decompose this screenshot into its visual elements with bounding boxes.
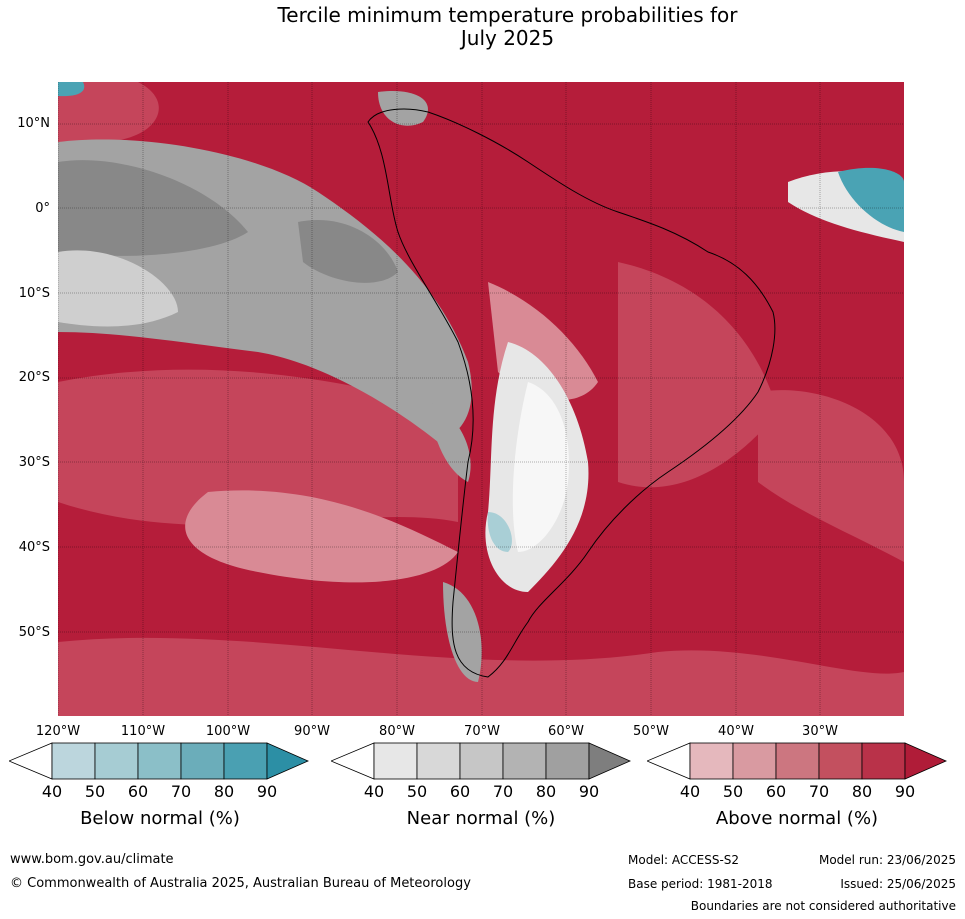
cb1-tick-50: 50	[84, 782, 106, 801]
colorbar-near-normal	[331, 742, 631, 780]
model-text: Model: ACCESS-S2	[628, 853, 740, 867]
issued-text: Issued: 25/06/2025	[840, 877, 956, 891]
colorbar-above-seg-1	[689, 742, 734, 780]
base-period-text: Base period: 1981-2018	[628, 877, 773, 891]
cb2-tick-70: 70	[492, 782, 514, 801]
colorbar-below-label: Below normal (%)	[80, 808, 240, 829]
graticule	[58, 82, 904, 716]
colorbar-near-seg-2	[416, 742, 461, 780]
below-normal-nw	[58, 82, 85, 97]
lon-label-40w: 40°W	[718, 724, 754, 739]
lon-label-100w: 100°W	[205, 724, 251, 739]
colorbar-below-seg-4	[180, 742, 225, 780]
lat-label-40s: 40°S	[18, 540, 50, 555]
colorbar-below-seg-0	[9, 742, 53, 780]
cb2-tick-90: 90	[578, 782, 600, 801]
title-line-2: July 2025	[460, 26, 555, 50]
colorbar-near-label: Near normal (%)	[406, 808, 556, 829]
lon-label-90w: 90°W	[294, 724, 330, 739]
above-mid-atlantic	[758, 390, 904, 562]
colorbar-below-seg-6	[266, 742, 309, 780]
colorbar-near-seg-1	[373, 742, 418, 780]
cb2-tick-50: 50	[406, 782, 428, 801]
map-svg	[58, 82, 904, 716]
lat-label-30s: 30°S	[18, 455, 50, 470]
cb2-tick-80: 80	[535, 782, 557, 801]
near-normal-argentina-core	[512, 382, 569, 552]
south-america-coastline	[367, 108, 776, 678]
copyright-text: © Commonwealth of Australia 2025, Austra…	[10, 876, 471, 891]
colorbar-below-seg-5	[223, 742, 268, 780]
colorbar-below-normal	[9, 742, 309, 780]
lon-label-30w: 30°W	[802, 724, 838, 739]
colorbar-above-normal	[647, 742, 947, 780]
colorbar-above-seg-2	[732, 742, 777, 780]
probability-map	[58, 82, 904, 716]
lon-label-50w: 50°W	[633, 724, 669, 739]
colorbar-near-seg-6	[588, 742, 631, 780]
lat-label-20s: 20°S	[18, 370, 50, 385]
lon-label-70w: 70°W	[464, 724, 500, 739]
cb3-tick-40: 40	[679, 782, 701, 801]
lat-label-50s: 50°S	[18, 625, 50, 640]
colorbar-near-seg-0	[331, 742, 375, 780]
colorbar-near-seg-3	[459, 742, 504, 780]
near-normal-chile	[428, 402, 471, 482]
lon-label-60w: 60°W	[548, 724, 584, 739]
colorbar-above-seg-0	[647, 742, 691, 780]
above-mid-nw	[58, 82, 159, 142]
colorbar-above-label: Above normal (%)	[715, 808, 879, 829]
cb1-tick-70: 70	[170, 782, 192, 801]
colorbar-near-seg-5	[545, 742, 590, 780]
lon-label-110w: 110°W	[120, 724, 166, 739]
near-normal-light-1	[58, 250, 178, 327]
colorbar-below-seg-1	[51, 742, 96, 780]
colorbar-above-seg-4	[818, 742, 863, 780]
cb3-tick-80: 80	[851, 782, 873, 801]
above-mid-brazil	[618, 262, 778, 488]
above-mid-south	[58, 637, 904, 716]
near-normal-caribbean	[378, 91, 428, 126]
lon-label-120w: 120°W	[35, 724, 81, 739]
cb3-tick-70: 70	[808, 782, 830, 801]
cb3-tick-60: 60	[765, 782, 787, 801]
cb2-tick-40: 40	[363, 782, 385, 801]
lat-label-10s: 10°S	[18, 286, 50, 301]
cb3-tick-50: 50	[722, 782, 744, 801]
colorbar-above-seg-5	[861, 742, 906, 780]
above-light-pacific	[185, 490, 458, 583]
colorbar-above-seg-6	[904, 742, 947, 780]
colorbar-above-seg-3	[775, 742, 820, 780]
above-mid-region	[58, 369, 458, 526]
map-title: Tercile minimum temperature probabilitie…	[0, 4, 965, 50]
cb1-tick-40: 40	[41, 782, 63, 801]
cb2-tick-60: 60	[449, 782, 471, 801]
near-normal-dark-2	[298, 220, 398, 283]
colorbar-below-seg-2	[94, 742, 139, 780]
website-link[interactable]: www.bom.gov.au/climate	[10, 852, 174, 867]
below-normal-atlantic	[838, 167, 904, 232]
lon-label-80w: 80°W	[379, 724, 415, 739]
cb1-tick-60: 60	[127, 782, 149, 801]
below-normal-argentina	[487, 512, 512, 552]
lat-label-10n: 10°N	[17, 116, 50, 131]
cb1-tick-80: 80	[213, 782, 235, 801]
cb3-tick-90: 90	[894, 782, 916, 801]
model-run-text: Model run: 23/06/2025	[818, 853, 956, 867]
cb1-tick-90: 90	[256, 782, 278, 801]
disclaimer-text: Boundaries are not considered authoritat…	[690, 899, 956, 913]
title-line-1: Tercile minimum temperature probabilitie…	[277, 3, 738, 27]
colorbar-near-seg-4	[502, 742, 547, 780]
lat-label-0: 0°	[35, 201, 50, 216]
colorbar-below-seg-3	[137, 742, 182, 780]
